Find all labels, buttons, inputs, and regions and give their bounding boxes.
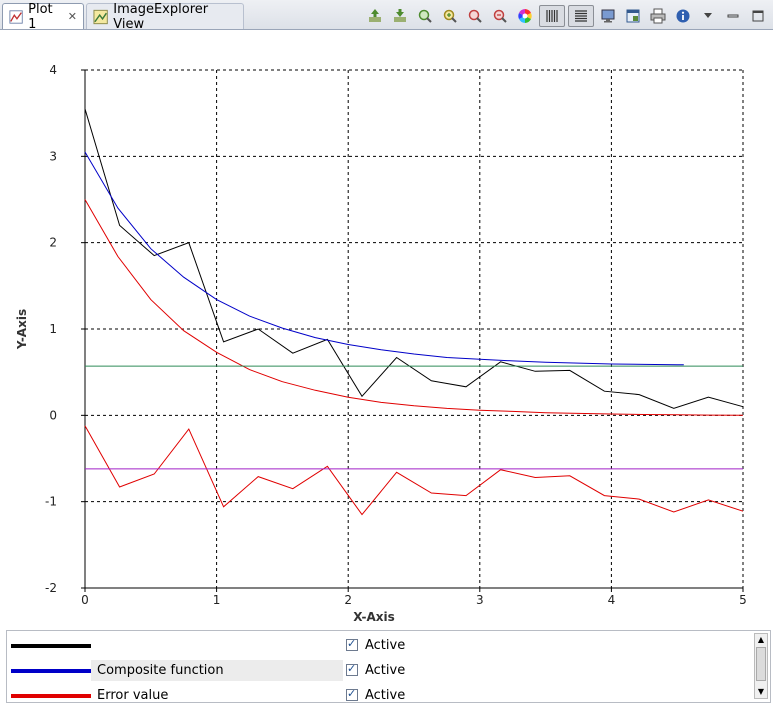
legend-active-label: Active	[365, 688, 406, 703]
x-tick-label: 3	[476, 593, 484, 607]
legend-table: Active Composite function Active Error v…	[6, 630, 771, 703]
zoom-icon	[418, 9, 432, 23]
x-tick-label: 2	[344, 593, 352, 607]
export-icon	[369, 9, 381, 22]
plot-area[interactable]: 0 1 2 3 4 5 -2 -1 0 1 2 3 4 X-Axis Y-Axis	[0, 30, 773, 628]
info-icon	[676, 9, 690, 23]
lines-icon	[575, 10, 587, 22]
color-wheel-icon	[518, 9, 532, 23]
legend-series-name: Composite function	[91, 660, 343, 681]
legend-color-swatch	[11, 694, 91, 698]
tab-plot-1[interactable]: Plot 1 ✕	[2, 1, 84, 32]
line-chart[interactable]: 0 1 2 3 4 5 -2 -1 0 1 2 3 4 X-Axis Y-Axis	[0, 30, 773, 628]
close-icon[interactable]: ✕	[67, 10, 77, 23]
monitor-button[interactable]	[597, 5, 619, 27]
x-tick-label: 0	[81, 593, 89, 607]
tab-plot-1-label: Plot 1	[28, 1, 53, 32]
view-menu-button[interactable]	[697, 5, 719, 27]
legend-color-swatch	[11, 669, 91, 673]
legend-active-label: Active	[365, 663, 406, 678]
zoom-reset-icon	[493, 9, 507, 23]
y-axis-label: Y-Axis	[15, 309, 29, 350]
zoom-button[interactable]	[414, 5, 436, 27]
zoom-in-icon	[443, 9, 457, 23]
scrollbar-thumb[interactable]	[756, 647, 766, 681]
y-tick-label: 0	[49, 408, 57, 422]
series-line-2	[84, 199, 744, 416]
tab-image-explorer-label: ImageExplorer View	[113, 1, 209, 32]
legend-active-label: Active	[365, 638, 406, 653]
zoom-reset-button[interactable]	[489, 5, 511, 27]
legend-active-checkbox[interactable]	[346, 662, 358, 676]
print-icon	[650, 8, 666, 24]
bars-icon	[546, 10, 558, 22]
window-button[interactable]	[622, 5, 644, 27]
series-line-0	[84, 108, 744, 409]
monitor-icon	[601, 9, 615, 23]
scroll-up-arrow-icon[interactable]: ▲	[757, 635, 765, 644]
image-explorer-icon	[93, 9, 108, 24]
bars-toggle-button[interactable]	[539, 5, 565, 27]
x-tick-label: 1	[213, 593, 221, 607]
legend-scrollbar[interactable]: ▲ ▼	[754, 633, 768, 699]
window-icon	[626, 9, 640, 23]
x-tick-label: 4	[608, 593, 616, 607]
y-tick-label: -2	[45, 581, 57, 595]
legend-row[interactable]: Active	[7, 633, 749, 658]
scroll-down-arrow-icon[interactable]: ▼	[757, 687, 765, 696]
zoom-in-button[interactable]	[439, 5, 461, 27]
import-icon	[394, 9, 406, 22]
y-tick-label: 4	[49, 63, 57, 77]
legend-row[interactable]: Composite function Active	[7, 658, 749, 683]
zoom-undo-icon	[468, 9, 482, 23]
legend-active-checkbox[interactable]	[346, 687, 358, 701]
info-button[interactable]	[672, 5, 694, 27]
zoom-undo-button[interactable]	[464, 5, 486, 27]
legend-series-name: Error value	[97, 688, 169, 703]
color-wheel-button[interactable]	[514, 5, 536, 27]
plot-icon	[9, 9, 23, 24]
legend-row[interactable]: Error value Active	[7, 683, 749, 703]
lines-toggle-button[interactable]	[568, 5, 594, 27]
export-button[interactable]	[364, 5, 386, 27]
print-button[interactable]	[647, 5, 669, 27]
y-tick-label: 1	[49, 322, 57, 336]
plot-toolbar	[364, 4, 769, 28]
y-tick-label: 2	[49, 236, 57, 250]
y-tick-label: 3	[49, 149, 57, 163]
minimize-icon	[727, 14, 739, 18]
menu-icon	[704, 13, 712, 18]
y-tick-label: -1	[45, 495, 57, 509]
import-button[interactable]	[389, 5, 411, 27]
minimize-button[interactable]	[722, 5, 744, 27]
x-axis-label: X-Axis	[353, 610, 395, 624]
maximize-button[interactable]	[747, 5, 769, 27]
tab-bar: Plot 1 ✕ ImageExplorer View	[0, 0, 773, 32]
series-line-3	[84, 425, 744, 516]
legend-series-name	[91, 635, 343, 656]
x-tick-label: 5	[739, 593, 747, 607]
tab-image-explorer[interactable]: ImageExplorer View	[86, 1, 244, 32]
legend-color-swatch	[11, 644, 91, 648]
maximize-icon	[752, 10, 764, 22]
series-line-1	[84, 151, 684, 366]
legend-active-checkbox[interactable]	[346, 637, 358, 651]
